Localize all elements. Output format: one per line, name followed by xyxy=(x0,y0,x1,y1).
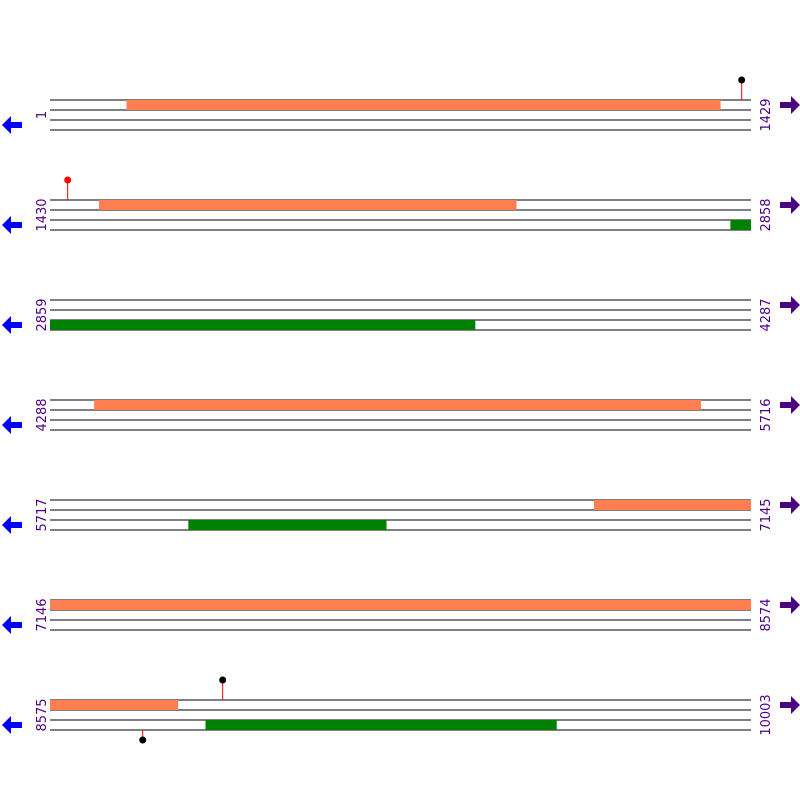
row-end-label: 8574 xyxy=(759,598,774,631)
row-end-label: 7145 xyxy=(759,498,774,531)
arrow-right-icon xyxy=(780,496,800,514)
marker-dot xyxy=(219,676,227,684)
row-start-label: 2859 xyxy=(35,298,50,331)
arrow-right-icon xyxy=(780,296,800,314)
sequence-row: 8575 10003 xyxy=(2,676,800,744)
sequence-row: 2859 4287 xyxy=(2,296,800,334)
arrow-left-icon xyxy=(2,116,22,134)
sequence-row: 7146 8574 xyxy=(2,596,800,634)
arrow-left-icon xyxy=(2,316,22,334)
orf-feature-orange xyxy=(99,200,517,210)
orf-feature-green xyxy=(188,520,387,530)
row-end-label: 10003 xyxy=(759,694,774,735)
row-end-label: 1429 xyxy=(759,98,774,131)
arrow-right-icon xyxy=(780,696,800,714)
row-start-label: 8575 xyxy=(35,698,50,731)
arrow-right-icon xyxy=(780,396,800,414)
arrow-left-icon xyxy=(2,416,22,434)
orf-feature-orange xyxy=(594,500,751,510)
arrow-right-icon xyxy=(780,96,800,114)
orf-feature-orange xyxy=(50,700,179,710)
arrow-right-icon xyxy=(780,596,800,614)
orf-feature-orange xyxy=(50,600,751,610)
orf-feature-orange xyxy=(94,400,701,410)
arrow-left-icon xyxy=(2,616,22,634)
orf-feature-green xyxy=(205,720,557,730)
orf-feature-green xyxy=(50,320,476,330)
row-start-label: 7146 xyxy=(35,598,50,631)
row-end-label: 2858 xyxy=(759,198,774,231)
row-end-label: 4287 xyxy=(759,298,774,331)
sequence-row: 1 1429 xyxy=(2,76,800,134)
arrow-left-icon xyxy=(2,716,22,734)
sequence-row: 1430 2858 xyxy=(2,176,800,234)
marker-dot xyxy=(64,176,72,184)
row-start-label: 4288 xyxy=(35,398,50,431)
arrow-left-icon xyxy=(2,516,22,534)
row-start-label: 1 xyxy=(35,111,50,119)
row-end-label: 5716 xyxy=(759,398,774,431)
sequence-row: 5717 7145 xyxy=(2,496,800,534)
orf-feature-orange xyxy=(126,100,721,110)
arrow-right-icon xyxy=(780,196,800,214)
marker-dot xyxy=(738,76,746,84)
row-start-label: 1430 xyxy=(35,198,50,231)
marker-dot xyxy=(139,736,147,744)
orf-feature-green xyxy=(730,220,751,230)
row-start-label: 5717 xyxy=(35,498,50,531)
sequence-row: 4288 5716 xyxy=(2,396,800,434)
arrow-left-icon xyxy=(2,216,22,234)
